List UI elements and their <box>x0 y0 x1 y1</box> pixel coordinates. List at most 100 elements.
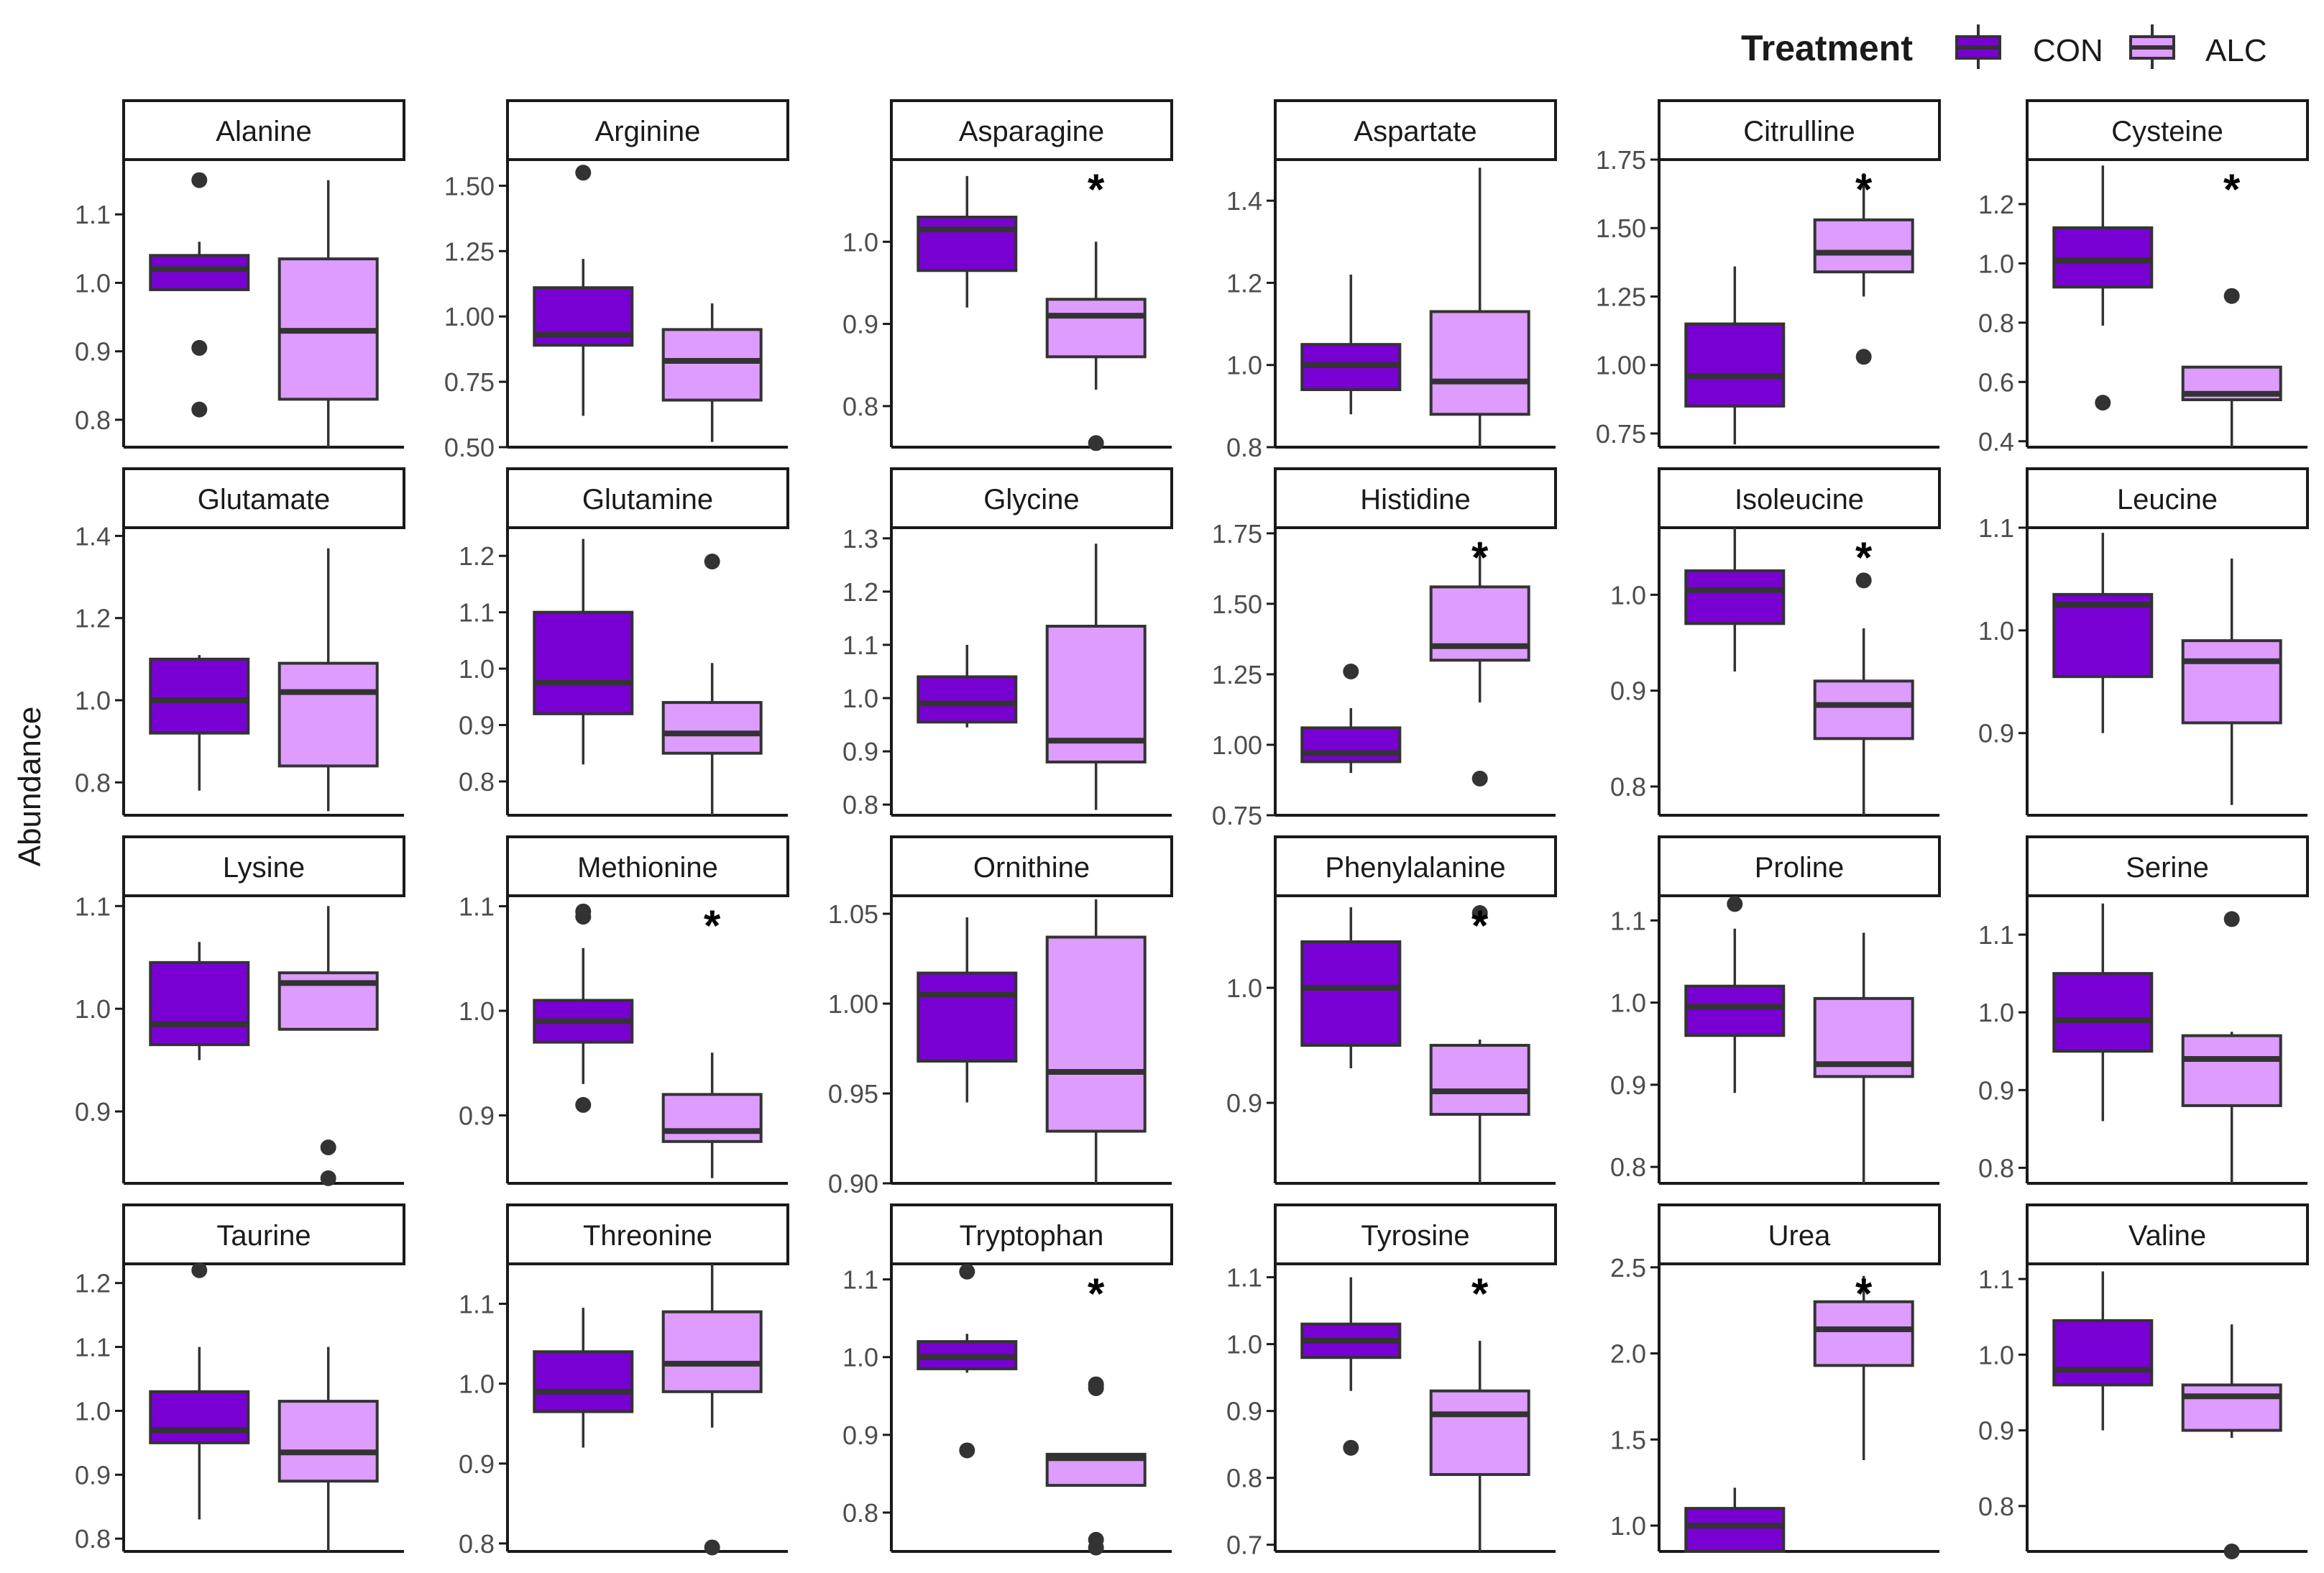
strip-title: Phenylalanine <box>1325 852 1505 884</box>
box-con <box>1300 940 1402 1047</box>
y-tick-label: 1.1 <box>1610 906 1646 935</box>
y-tick-label: 0.75 <box>444 367 495 397</box>
panel-valine: Valine 0.8 0.9 1.0 1.1 <box>1978 1203 2309 1559</box>
y-tick-label: 1.50 <box>1596 214 1646 243</box>
panel-arginine: Arginine 0.50 0.75 1.00 1.25 1.50 <box>444 99 789 462</box>
outlier-point-con <box>191 339 208 356</box>
y-tick-label: 2.0 <box>1610 1339 1646 1369</box>
legend-key-alc <box>2129 24 2175 69</box>
y-tick-label: 1.0 <box>75 268 111 298</box>
y-tick-label: 1.0 <box>1226 973 1262 1003</box>
panel-isoleucine: Isoleucine 0.8 0.9 1.0 * <box>1610 467 1941 817</box>
outlier-point-con <box>191 401 208 418</box>
y-tick-label: 1.50 <box>1212 590 1262 619</box>
panel-taurine: Taurine 0.8 0.9 1.0 1.1 1.2 <box>75 1203 405 1554</box>
box-con <box>2052 972 2154 1053</box>
strip-title: Citrulline <box>1743 116 1855 147</box>
y-tick-label: 0.8 <box>1226 433 1262 462</box>
y-tick-label: 1.0 <box>1610 989 1646 1018</box>
y-tick-label: 0.9 <box>1226 1397 1262 1426</box>
significance-marker: * <box>1471 902 1489 950</box>
panel-alanine: Alanine 0.8 0.9 1.0 1.1 <box>75 99 405 449</box>
strip-title: Ornithine <box>973 852 1090 884</box>
outlier-point-alc <box>2223 1544 2240 1559</box>
y-tick-label: 1.1 <box>459 1290 495 1319</box>
outlier-point-alc <box>1855 349 1872 365</box>
significance-marker: * <box>1088 165 1105 214</box>
y-tick-label: 0.7 <box>1226 1531 1262 1560</box>
strip-serine <box>2026 835 2309 897</box>
y-tick-label: 0.9 <box>459 1449 495 1479</box>
strip-title: Glutamate <box>198 484 331 515</box>
y-tick-label: 0.8 <box>75 768 111 797</box>
outlier-point-con <box>959 1442 975 1459</box>
strip-ornithine <box>890 835 1173 897</box>
strip-lysine <box>122 835 405 897</box>
y-tick-label: 1.0 <box>1610 580 1646 610</box>
box-con <box>149 254 250 291</box>
outlier-point-con <box>575 165 592 181</box>
y-tick-label: 1.4 <box>75 521 111 551</box>
y-tick-label: 0.50 <box>444 433 495 462</box>
box-con <box>533 1350 634 1413</box>
strip-title: Asparagine <box>959 116 1104 147</box>
strip-asparagine <box>890 99 1173 161</box>
y-tick-label: 1.00 <box>1212 730 1262 760</box>
y-tick-label: 0.9 <box>1978 1416 2014 1446</box>
y-tick-label: 0.9 <box>1610 677 1646 706</box>
strip-title: Alanine <box>216 116 311 147</box>
box-alc <box>1045 298 1147 359</box>
y-tick-label: 0.9 <box>1978 1076 2014 1105</box>
y-tick-label: 1.50 <box>444 171 495 201</box>
y-tick-label: 0.9 <box>842 737 878 766</box>
strip-arginine <box>506 99 789 161</box>
box-alc <box>277 661 379 768</box>
y-tick-label: 1.1 <box>1978 513 2014 543</box>
y-tick-label: 1.5 <box>1610 1425 1646 1454</box>
outlier-point-alc <box>320 1139 336 1155</box>
box-con <box>149 1390 250 1444</box>
outlier-point-alc <box>320 1170 336 1186</box>
y-tick-label: 1.0 <box>842 227 878 257</box>
y-tick-label: 1.0 <box>1978 616 2014 646</box>
panel-glycine: Glycine 0.8 0.9 1.0 1.1 1.2 1.3 <box>842 467 1173 820</box>
significance-marker: * <box>1471 533 1489 582</box>
y-tick-label: 1.1 <box>459 892 495 922</box>
strip-alanine <box>122 99 405 161</box>
y-tick-label: 1.0 <box>842 1343 878 1372</box>
y-tick-label: 0.90 <box>828 1169 878 1198</box>
box-con <box>1684 1507 1786 1554</box>
y-tick-label: 0.8 <box>842 790 878 820</box>
strip-threonine <box>506 1203 789 1265</box>
y-tick-label: 1.00 <box>444 302 495 331</box>
strip-glutamate <box>122 467 405 529</box>
y-tick-label: 1.75 <box>1212 519 1262 549</box>
panel-cysteine: Cysteine 0.4 0.6 0.8 1.0 1.2 * <box>1978 99 2309 457</box>
strip-tyrosine <box>1274 1203 1557 1265</box>
box-con <box>149 960 250 1047</box>
strip-tryptophan <box>890 1203 1173 1265</box>
box-con <box>2052 1319 2154 1387</box>
y-tick-label: 1.2 <box>1978 190 2014 219</box>
y-tick-label: 1.1 <box>842 1265 878 1295</box>
outlier-point-alc <box>2223 911 2240 927</box>
strip-histidine <box>1274 467 1557 529</box>
box-alc <box>1813 1300 1914 1367</box>
strip-citrulline <box>1658 99 1941 161</box>
y-tick-label: 0.8 <box>1226 1464 1262 1493</box>
outlier-point-alc <box>1088 435 1104 451</box>
y-tick-label: 0.8 <box>1978 308 2014 338</box>
y-tick-label: 1.0 <box>75 994 111 1024</box>
strip-valine <box>2026 1203 2309 1265</box>
panel-glutamate: Glutamate 0.8 1.0 1.2 1.4 <box>75 467 405 817</box>
box-alc <box>661 328 763 402</box>
legend-label-con: CON <box>2033 33 2103 68</box>
y-tick-label: 1.25 <box>1212 660 1262 689</box>
outlier-point-con <box>575 1096 592 1113</box>
y-tick-label: 0.9 <box>1978 719 2014 748</box>
box-alc <box>1813 218 1914 274</box>
outlier-point-con <box>191 172 208 188</box>
y-tick-label: 1.0 <box>459 1370 495 1399</box>
outlier-point-alc <box>704 1539 720 1556</box>
